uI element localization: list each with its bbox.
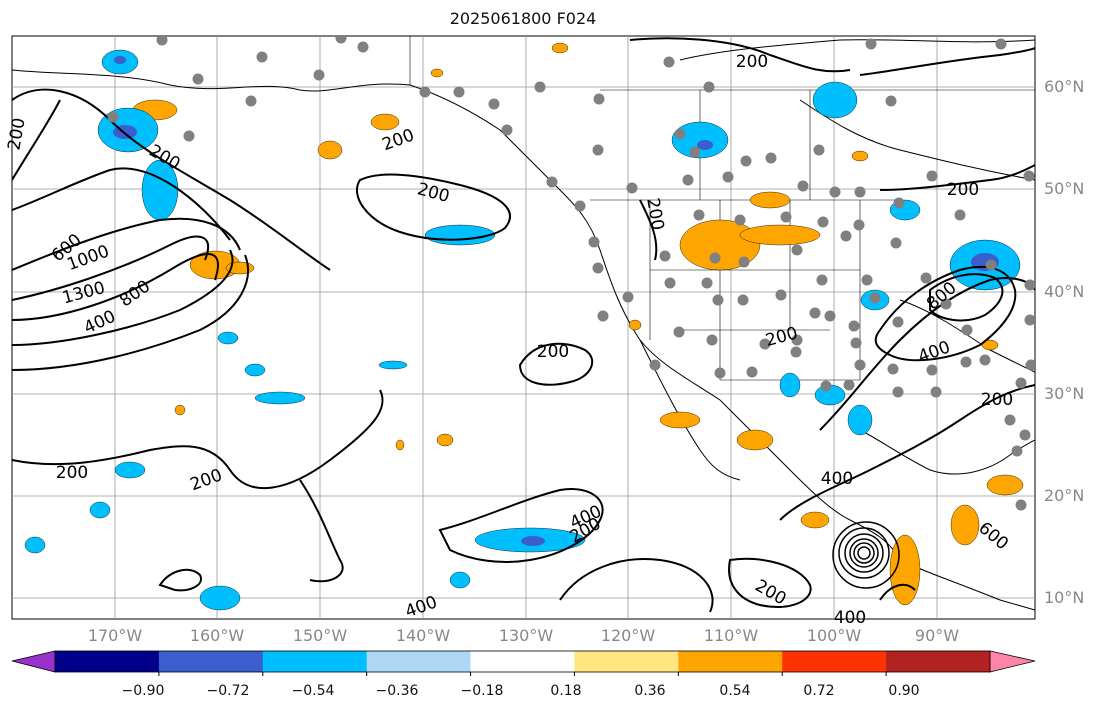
- cyclone-rings: [832, 521, 900, 589]
- colorbar-tick-label: 0.18: [550, 683, 582, 699]
- lon-label: 170°W: [87, 626, 143, 645]
- lat-label: 20°N: [1044, 486, 1085, 505]
- station-markers: [107, 36, 1035, 511]
- colorbar-tick-label: 0.90: [888, 683, 920, 699]
- colorbar-tick-label: −0.54: [291, 683, 335, 699]
- lon-label: 110°W: [703, 626, 759, 645]
- lat-label: 50°N: [1044, 179, 1085, 198]
- lat-label: 60°N: [1044, 77, 1085, 96]
- colorbar-cell: [158, 651, 264, 672]
- colorbar-cell: [55, 651, 160, 672]
- contour-label: 200: [736, 52, 768, 72]
- contour-label: 200: [981, 390, 1013, 410]
- lat-label: 10°N: [1044, 588, 1085, 607]
- colorbar-tick-label: −0.90: [121, 683, 165, 699]
- colorbar-tick-label: −0.72: [206, 683, 250, 699]
- contour-label: 400: [821, 469, 853, 489]
- colorbar-cell: [886, 651, 991, 672]
- colorbar-cell: [782, 651, 887, 672]
- lon-label: 120°W: [600, 626, 656, 645]
- lon-label: 100°W: [806, 626, 862, 645]
- colorbar-tick-label: −0.36: [375, 683, 419, 699]
- graticule: [12, 36, 1035, 619]
- contour-label: 200: [537, 342, 569, 362]
- colorbar-min-extend: [11, 650, 56, 673]
- contour-label: 200: [947, 180, 979, 200]
- lon-label: 150°W: [292, 626, 348, 645]
- colorbar-cell: [366, 651, 472, 672]
- lon-label: 130°W: [498, 626, 554, 645]
- colorbar-cell: [678, 651, 783, 672]
- lat-label: 30°N: [1044, 384, 1085, 403]
- lat-label: 40°N: [1044, 282, 1085, 301]
- lon-label: 140°W: [395, 626, 451, 645]
- colorbar-cell: [262, 651, 368, 672]
- colorbar-tick-label: 0.36: [634, 683, 666, 699]
- map-title: 2025061800 F024: [449, 9, 597, 28]
- colorbar-cell: [574, 651, 679, 672]
- colorbar: [11, 650, 1036, 676]
- contour-label: 400: [834, 608, 866, 628]
- lon-label: 160°W: [189, 626, 245, 645]
- colorbar-cell: [470, 651, 575, 672]
- colorbar-tick-label: 0.54: [719, 683, 751, 699]
- colorbar-max-extend: [989, 650, 1036, 673]
- coastlines: [12, 39, 1035, 611]
- contour-label: 200: [56, 463, 88, 483]
- negative-shading: [24, 49, 1021, 611]
- lon-label: 90°W: [914, 626, 960, 645]
- colorbar-tick-label: −0.18: [460, 683, 504, 699]
- contours: [12, 37, 1035, 613]
- colorbar-tick-label: 0.72: [803, 683, 835, 699]
